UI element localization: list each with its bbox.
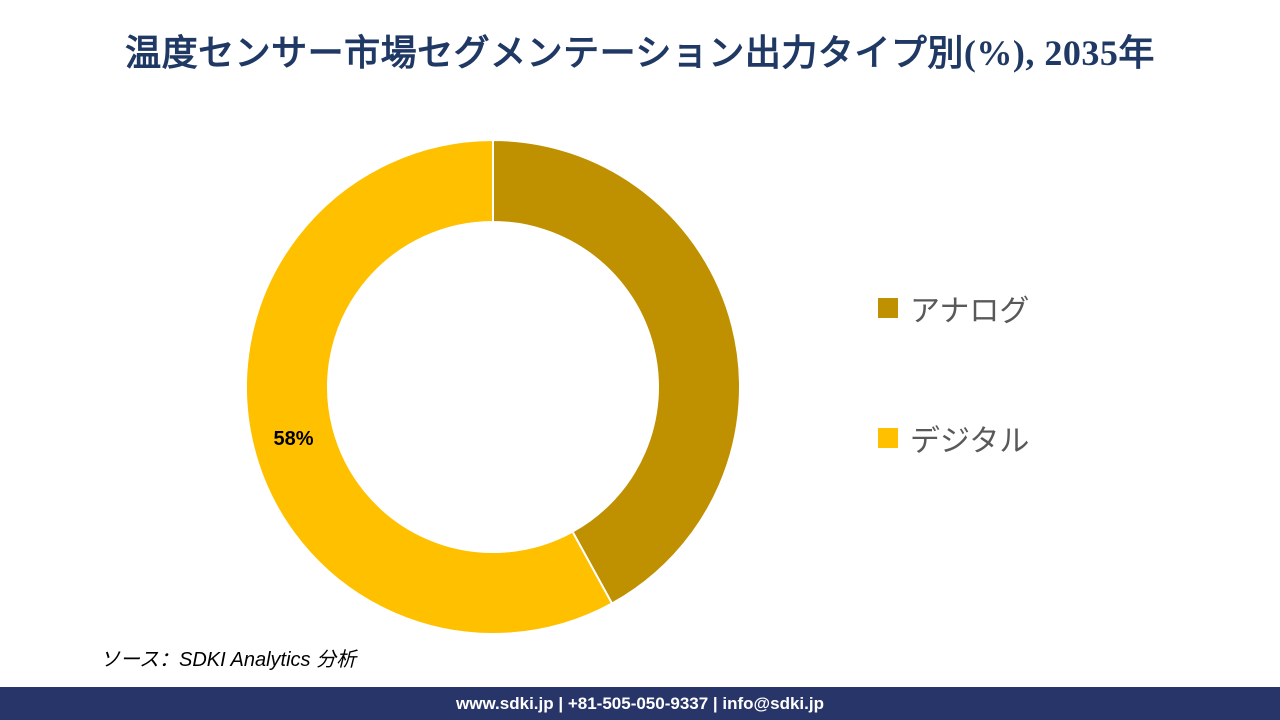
legend-label-digital: デジタル (910, 425, 1030, 458)
footer-bar: www.sdki.jp | +81-505-050-9337 | info@sd… (0, 687, 1280, 720)
donut-slice-digital (245, 138, 614, 635)
legend-item-analog: アナログ (878, 288, 1029, 328)
legend-swatch-digital-icon (878, 428, 898, 448)
legend-label-analog: アナログ (910, 295, 1030, 328)
page-title: 温度センサー市場セグメンテーション出力タイプ別(%), 2035年 (125, 33, 1155, 73)
legend-item-digital: デジタル (878, 418, 1029, 458)
source-note: ソース：SDKI Analytics 分析 (100, 649, 357, 671)
legend-swatch-analog-icon (878, 298, 898, 318)
donut-slice-analog (492, 138, 741, 605)
chart-legend: アナログ デジタル (878, 288, 1029, 458)
data-label-digital: 58% (273, 428, 313, 450)
footer-contact-text: www.sdki.jp | +81-505-050-9337 | info@sd… (456, 694, 824, 713)
donut-chart: 58% (245, 138, 741, 635)
